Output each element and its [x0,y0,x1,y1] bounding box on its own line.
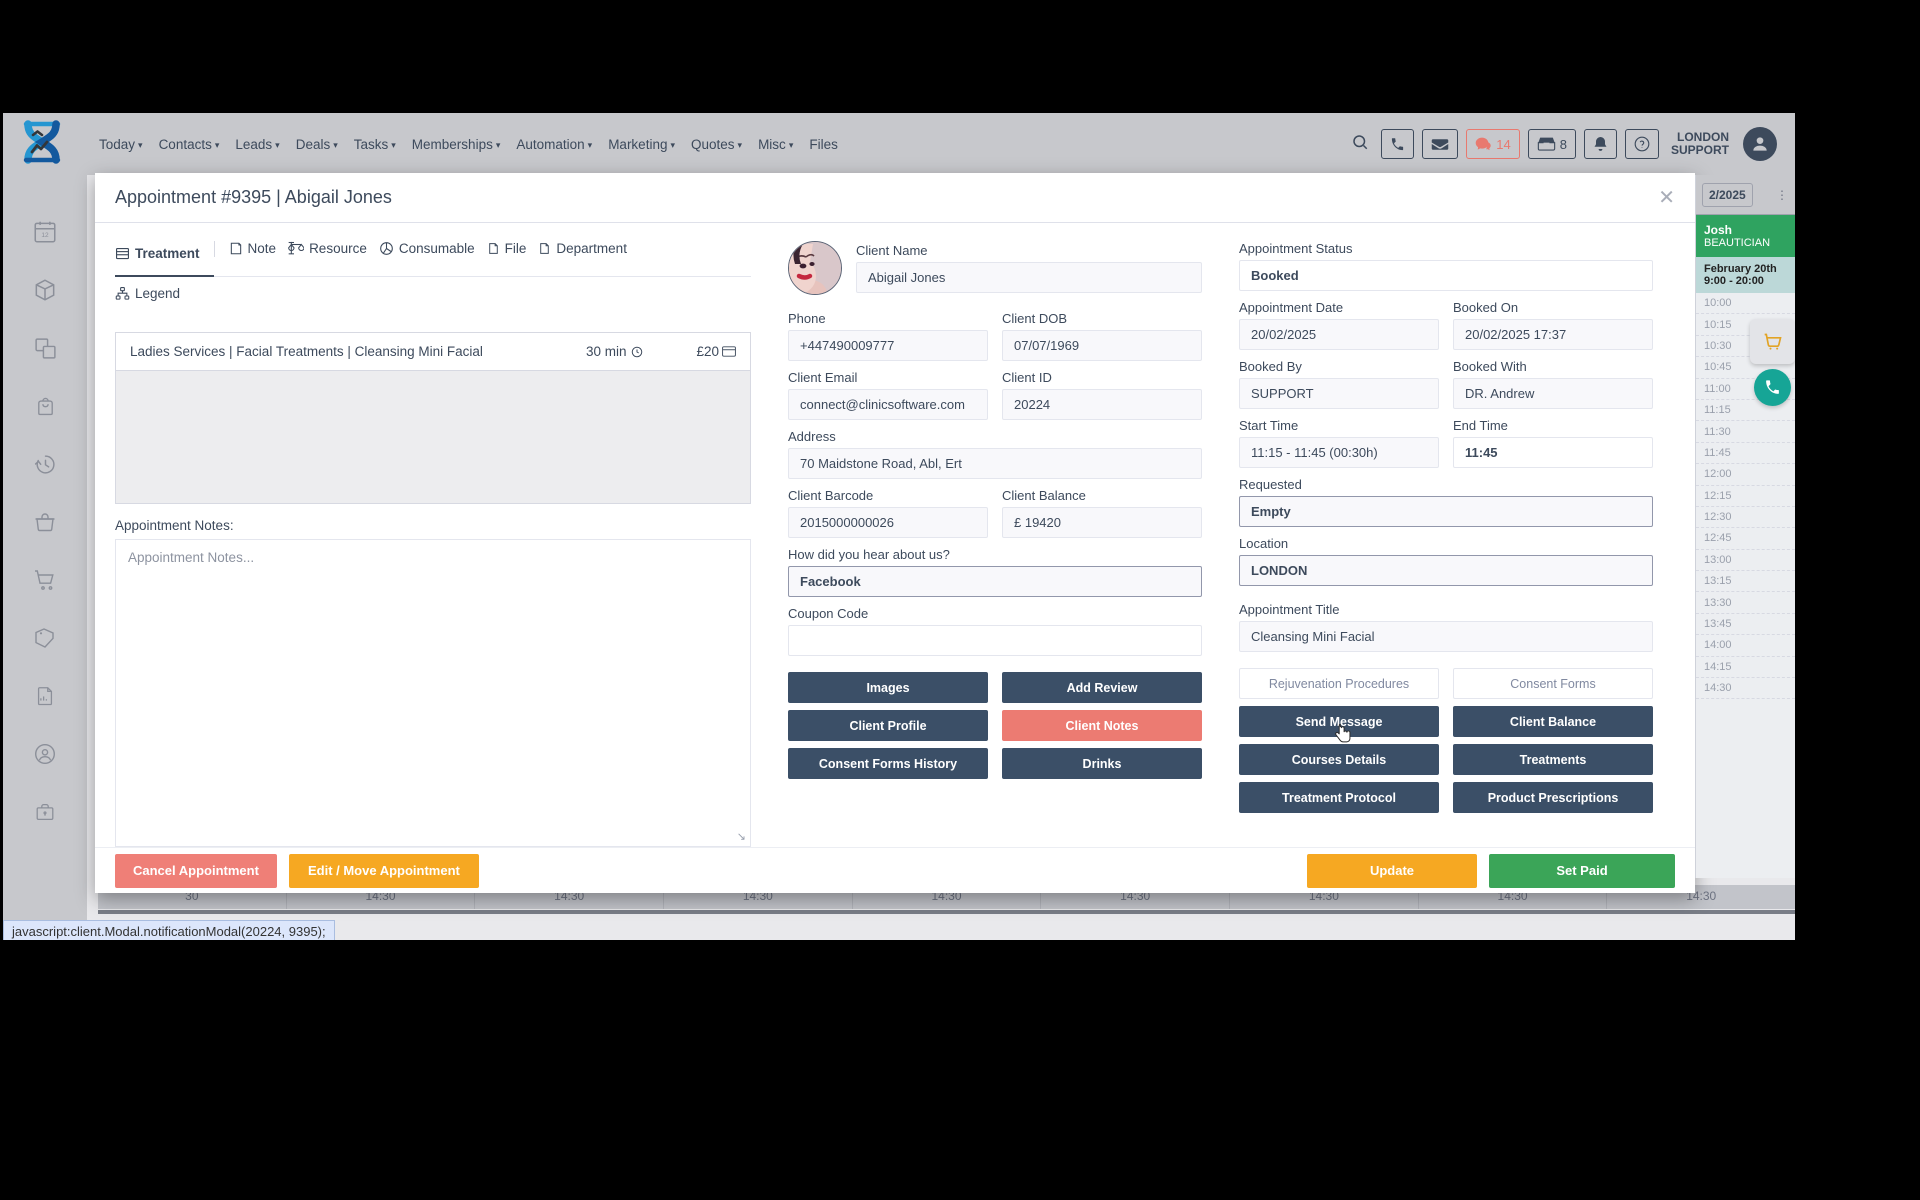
svg-text:12: 12 [41,232,49,239]
